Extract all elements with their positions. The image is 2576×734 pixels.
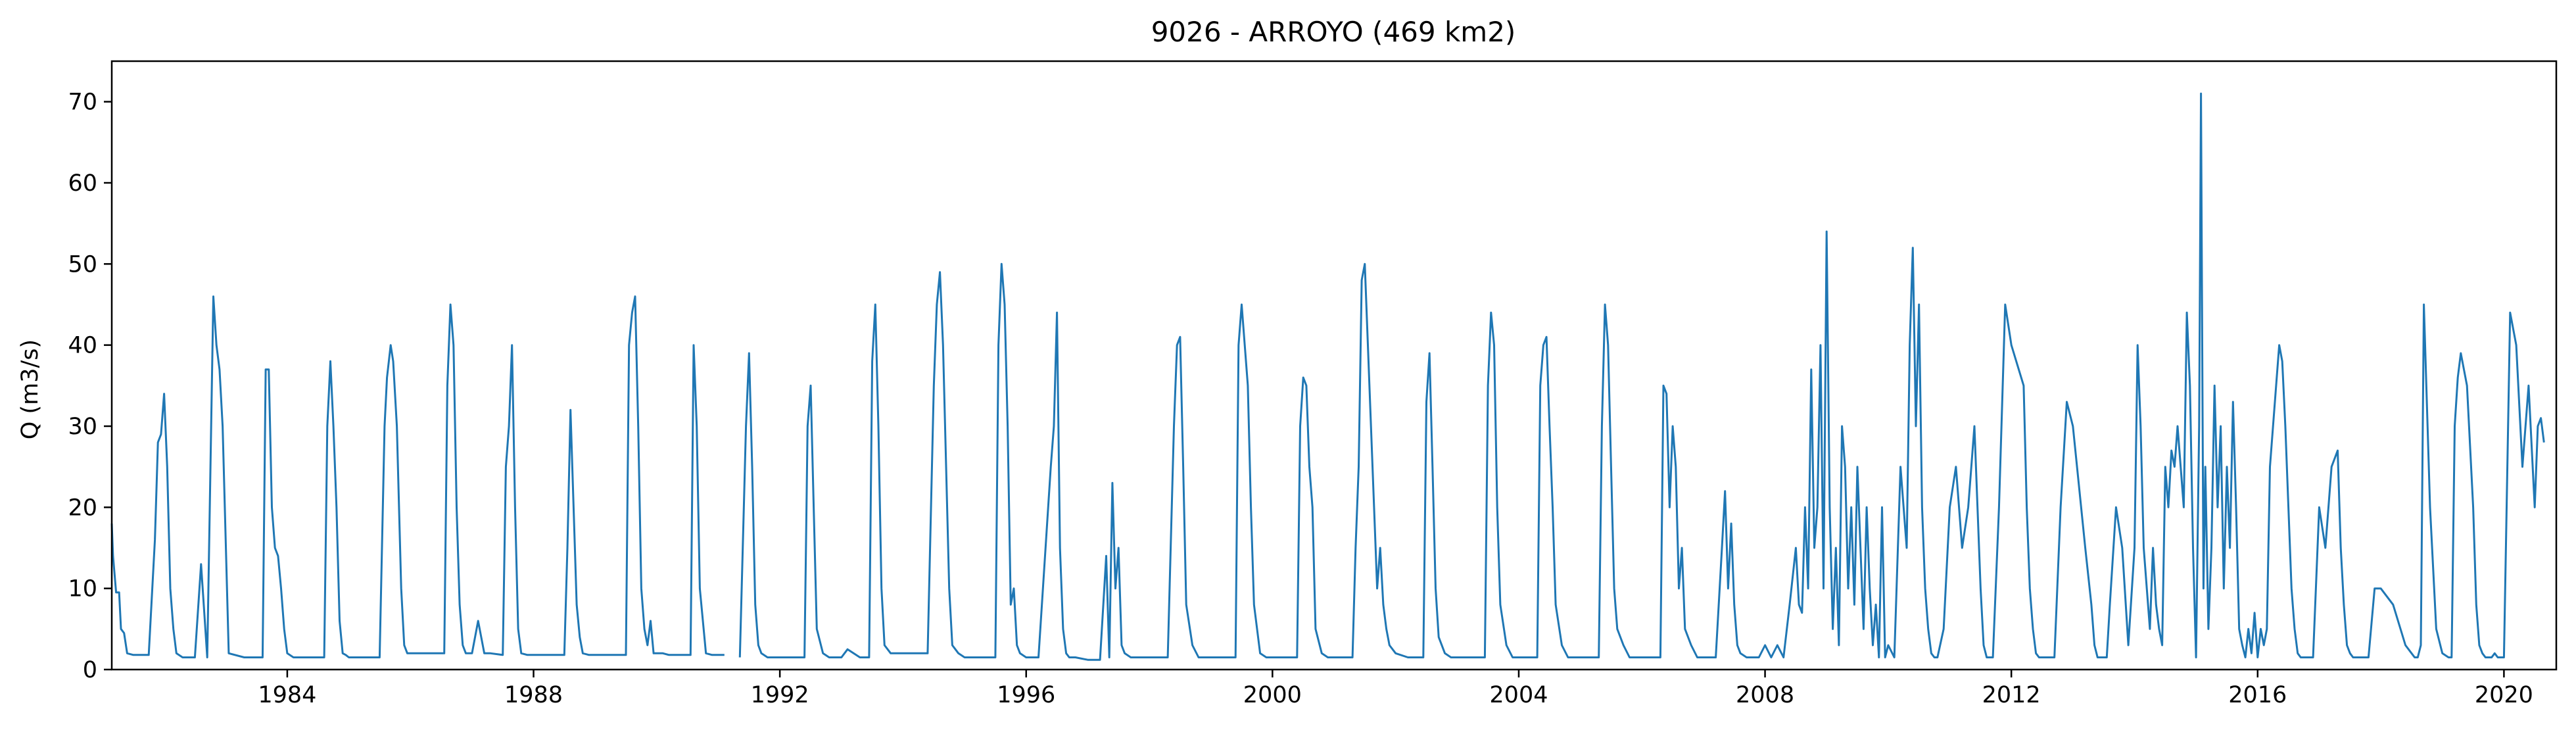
chart-title: 9026 - ARROYO (469 km2) <box>1151 16 1516 48</box>
series-layer <box>110 92 2545 661</box>
y-tick-label: 0 <box>83 657 97 683</box>
x-tick-label: 1992 <box>751 682 809 708</box>
x-tick-label: 2000 <box>1243 682 1302 708</box>
y-tick-label: 30 <box>68 414 97 440</box>
x-tick-label: 1996 <box>997 682 1055 708</box>
y-tick-label: 10 <box>68 576 97 602</box>
x-tick-label: 1984 <box>258 682 316 708</box>
series-line-segment-2 <box>738 92 2545 661</box>
x-tick-label: 1988 <box>504 682 563 708</box>
x-tick-label: 2004 <box>1489 682 1548 708</box>
x-tick-label: 2012 <box>1982 682 2041 708</box>
y-tick-label: 50 <box>68 251 97 278</box>
y-tick-label: 60 <box>68 170 97 197</box>
series-line-segment-1 <box>110 295 725 658</box>
x-tick-label: 2016 <box>2228 682 2287 708</box>
x-tick-label: 2020 <box>2475 682 2533 708</box>
plot-area-frame <box>110 60 2558 671</box>
y-axis-label: Q (m3/s) <box>17 339 43 439</box>
y-tick-label: 20 <box>68 495 97 521</box>
y-tick-label: 70 <box>68 89 97 116</box>
x-axis-ticks: 1984 1988 1992 1996 2000 2004 2008 2012 2016 2020 <box>258 670 2533 708</box>
y-axis-ticks: 0 10 20 30 40 50 60 70 <box>68 89 112 683</box>
y-tick-label: 40 <box>68 333 97 359</box>
x-tick-label: 2008 <box>1736 682 1794 708</box>
